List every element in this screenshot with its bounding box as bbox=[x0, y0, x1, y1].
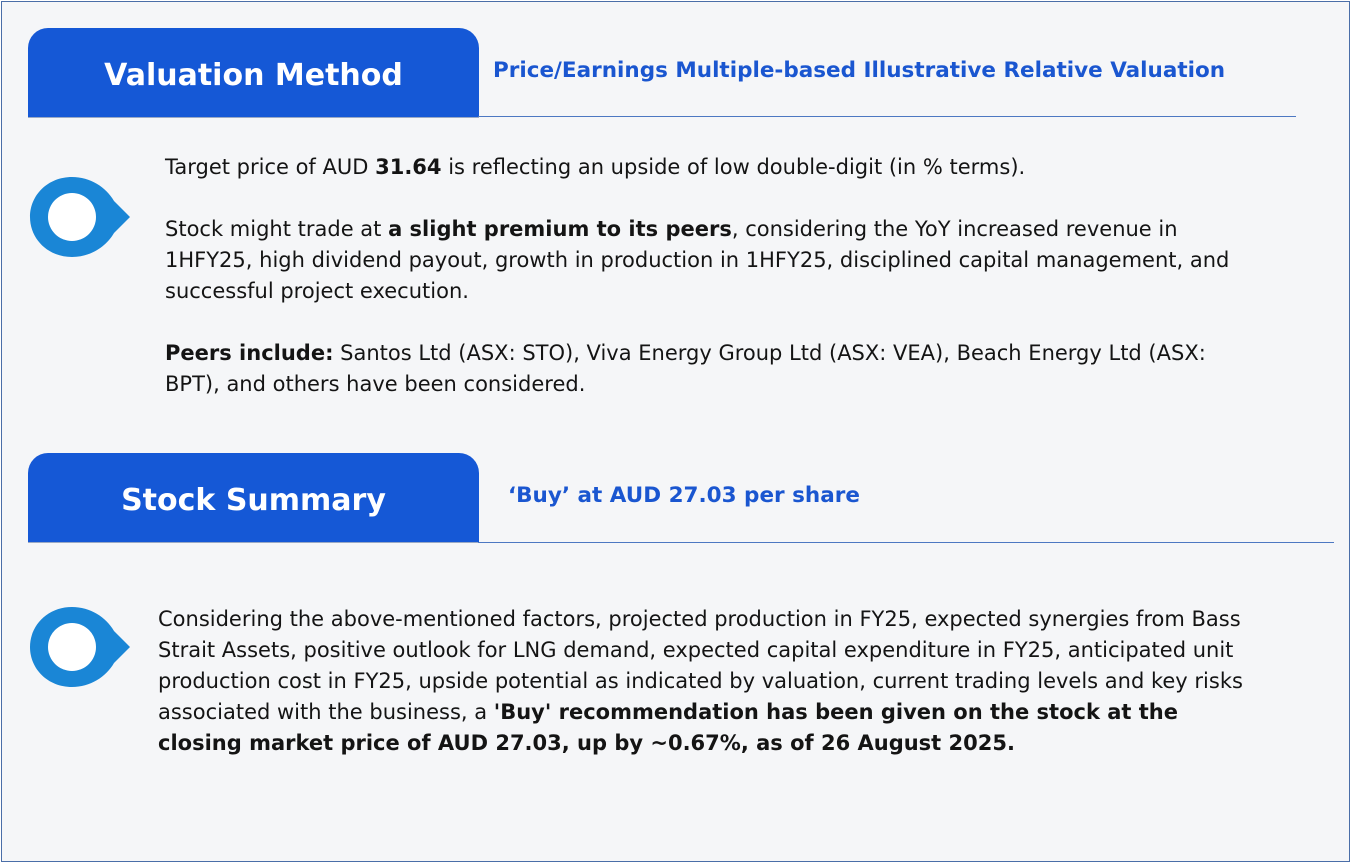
location-pin-icon bbox=[30, 607, 130, 687]
valuation-method-tab-label: Valuation Method bbox=[104, 57, 403, 93]
stock-summary-tab-label: Stock Summary bbox=[121, 482, 386, 518]
valuation-subtitle: Price/Earnings Multiple-based Illustrati… bbox=[493, 58, 1226, 83]
peers-paragraph: Peers include: Santos Ltd (ASX: STO), Vi… bbox=[165, 341, 1206, 396]
premium-paragraph: Stock might trade at a slight premium to… bbox=[165, 217, 1230, 303]
peers-label: Peers include: bbox=[165, 341, 334, 365]
section-divider bbox=[478, 116, 1296, 117]
stock-summary-subtitle: ‘Buy’ at AUD 27.03 per share bbox=[508, 483, 860, 508]
target-price-value: 31.64 bbox=[375, 155, 442, 179]
tab-base-divider bbox=[28, 542, 479, 543]
valuation-body: Target price of AUD 31.64 is reflecting … bbox=[165, 152, 1245, 400]
summary-paragraph: Considering the above-mentioned factors,… bbox=[158, 607, 1243, 755]
target-price-paragraph: Target price of AUD 31.64 is reflecting … bbox=[165, 155, 1026, 179]
stock-summary-tab: Stock Summary bbox=[28, 453, 479, 543]
section-divider bbox=[478, 542, 1334, 543]
tab-base-divider bbox=[28, 117, 479, 118]
location-pin-icon bbox=[30, 177, 130, 257]
valuation-method-tab: Valuation Method bbox=[28, 28, 479, 118]
buy-recommendation: 'Buy' recommendation has been given on t… bbox=[158, 700, 1178, 755]
stock-summary-body: Considering the above-mentioned factors,… bbox=[158, 604, 1248, 759]
